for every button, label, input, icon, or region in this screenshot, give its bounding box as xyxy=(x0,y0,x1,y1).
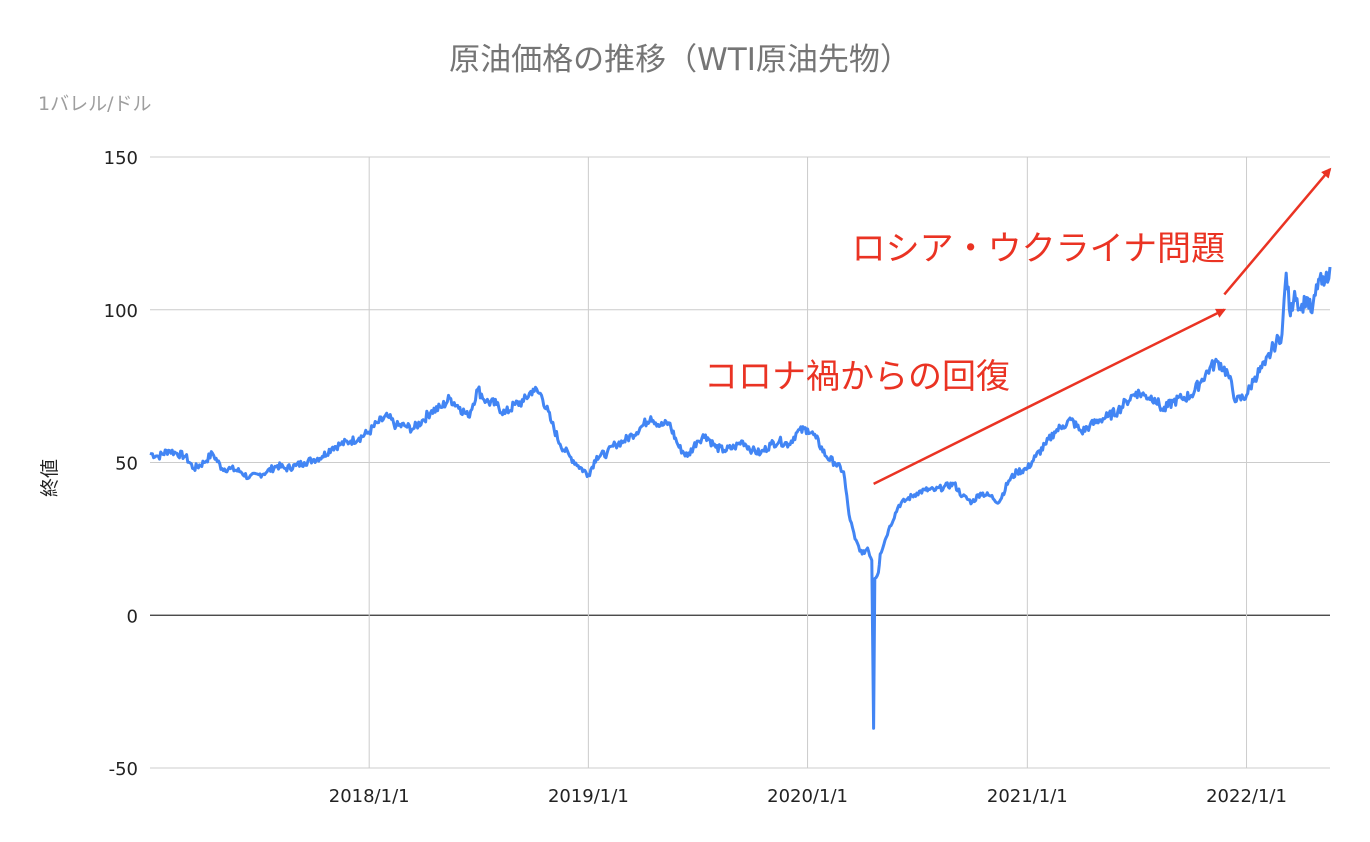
x-tick-label: 2022/1/1 xyxy=(1206,786,1287,807)
annotation-arrow xyxy=(873,308,1227,486)
annotation-arrow xyxy=(1223,167,1332,296)
y-tick-label: 150 xyxy=(104,148,138,169)
x-tick-label: 2019/1/1 xyxy=(548,786,629,807)
x-tick-label: 2021/1/1 xyxy=(987,786,1068,807)
annotations: コロナ禍からの回復 ロシア・ウクライナ問題 xyxy=(704,167,1332,486)
y-axis-ticks: -50 0 50 100 150 xyxy=(104,148,138,780)
y-tick-label: 0 xyxy=(127,606,138,627)
annotation-label: コロナ禍からの回復 xyxy=(704,357,1010,397)
gridlines xyxy=(150,156,1330,769)
y-tick-label: -50 xyxy=(109,759,138,780)
y-tick-label: 100 xyxy=(104,301,138,322)
y-axis-label: 終値 xyxy=(39,459,61,497)
x-tick-label: 2020/1/1 xyxy=(767,786,848,807)
x-tick-label: 2018/1/1 xyxy=(329,786,410,807)
wti-price-line xyxy=(149,266,1332,730)
y-tick-label: 50 xyxy=(115,454,138,475)
chart-title: 原油価格の推移（WTI原油先物） xyxy=(449,42,911,78)
unit-label: 1バレル/ドル xyxy=(38,93,152,115)
annotation-label: ロシア・ウクライナ問題 xyxy=(852,229,1225,269)
x-axis-ticks: 2018/1/1 2019/1/1 2020/1/1 2021/1/1 2022/1/1 xyxy=(329,786,1287,807)
